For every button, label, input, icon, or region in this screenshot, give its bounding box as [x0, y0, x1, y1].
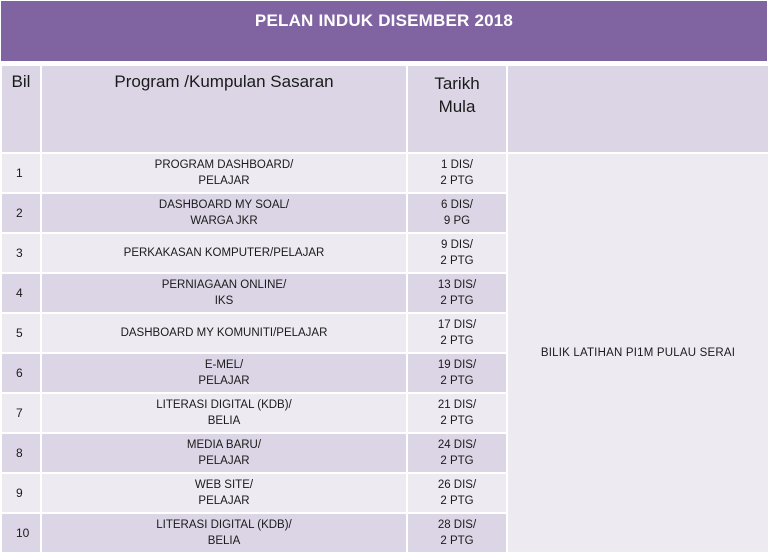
row-program: WEB SITE/PELAJAR: [40, 472, 408, 514]
header-row: Bil Program /Kumpulan Sasaran Tarikh Mul…: [0, 64, 768, 154]
table-row: 10 LITERASI DIGITAL (KDB)/ BELIA 28 DIS/2 P…: [0, 512, 768, 554]
row-bil: 2: [0, 192, 42, 234]
row-date: 24 DIS/2 PTG: [406, 432, 508, 474]
row-date: 6 DIS/9 PG: [406, 192, 508, 234]
row-date: 13 DIS/2 PTG: [406, 272, 508, 314]
row-program-line1: PERKAKASAN KOMPUTER/PELAJAR: [123, 247, 325, 259]
table-row: 2 DASHBOARD MY SOAL/WARGA JKR 6 DIS/9 PG: [0, 192, 768, 234]
row-date: 9 DIS/2 PTG: [406, 232, 508, 274]
table-row: 1 PROGRAM DASHBOARD/PELAJAR 1 DIS/2 PTG BIL…: [0, 152, 768, 554]
row-date-line2: 2 PTG: [440, 295, 474, 307]
page-title: PELAN INDUK DISEMBER 2018: [254, 11, 514, 30]
row-bil: 6: [0, 352, 42, 394]
header-date-line1: Tarikh: [434, 74, 480, 93]
row-date-line2: 2 PTG: [440, 415, 474, 427]
row-date-line2: 2 PTG: [440, 255, 474, 267]
row-date-line1: 13 DIS/: [437, 279, 477, 291]
row-bil: 4: [0, 272, 42, 314]
row-date-line2: 2 PTG: [440, 535, 474, 547]
row-program: PERKAKASAN KOMPUTER/PELAJAR: [40, 232, 408, 274]
header-bil: Bil: [0, 64, 42, 154]
location-cell: BILIK LATIHAN PI1M PULAU SERAI: [506, 152, 768, 554]
table-row: 6 E-MEL/PELAJAR 19 DIS/2 PTG: [0, 352, 768, 394]
row-program-line2: BELIA: [207, 415, 241, 427]
row-bil: 1: [0, 152, 42, 194]
row-program-line2: PELAJAR: [198, 455, 250, 467]
row-date-line2: 2 PTG: [440, 455, 474, 467]
row-program: MEDIA BARU/PELAJAR: [40, 432, 408, 474]
table-row: 4 PERNIAGAAN ONLINE/IKS 13 DIS/2 PTG: [0, 272, 768, 314]
row-program-line1: E-MEL/: [204, 359, 244, 371]
row-program-line2: PELAJAR: [198, 375, 250, 387]
row-date-line2: 2 PTG: [440, 495, 474, 507]
row-bil: 7: [0, 392, 42, 434]
row-program-line2: IKS: [214, 295, 234, 307]
row-program-line2: PELAJAR: [198, 495, 250, 507]
header-program: Program /Kumpulan Sasaran: [40, 64, 408, 154]
row-program: DASHBOARD MY SOAL/WARGA JKR: [40, 192, 408, 234]
row-date-line2: 9 PG: [443, 215, 471, 227]
row-date: 28 DIS/2 PTG: [406, 512, 508, 554]
row-program-line1: DASHBOARD MY SOAL/: [158, 199, 290, 211]
row-date: 17 DIS/2 PTG: [406, 312, 508, 354]
row-program-line1: LITERASI DIGITAL (KDB)/: [156, 399, 292, 411]
table-row: 7 LITERASI DIGITAL (KDB)/ BELIA 21 DIS/2 PT…: [0, 392, 768, 434]
row-program-line2: WARGA JKR: [190, 215, 258, 227]
row-date-line1: 19 DIS/: [437, 359, 477, 371]
row-date-line1: 26 DIS/: [437, 479, 477, 491]
row-program-line1: LITERASI DIGITAL (KDB)/: [156, 519, 292, 531]
row-date-line1: 24 DIS/: [437, 439, 477, 451]
row-date-line2: 2 PTG: [440, 175, 474, 187]
row-date-line1: 1 DIS/: [441, 159, 473, 171]
row-date-line2: 2 PTG: [440, 335, 474, 347]
row-program: DASHBOARD MY KOMUNITI/PELAJAR: [40, 312, 408, 354]
title-bar: PELAN INDUK DISEMBER 2018: [0, 0, 768, 62]
row-program-line1: PROGRAM DASHBOARD/: [154, 159, 294, 171]
row-date-line1: 28 DIS/: [437, 519, 477, 531]
row-date: 26 DIS/2 PTG: [406, 472, 508, 514]
row-bil: 3: [0, 232, 42, 274]
row-program-line1: WEB SITE/: [194, 479, 254, 491]
row-date-line1: 21 DIS/: [437, 399, 477, 411]
plan-table: Bil Program /Kumpulan Sasaran Tarikh Mul…: [0, 64, 768, 554]
row-date-line1: 17 DIS/: [437, 319, 477, 331]
row-program-line2: PELAJAR: [198, 175, 250, 187]
row-program: LITERASI DIGITAL (KDB)/ BELIA: [40, 512, 408, 554]
row-bil: 8: [0, 432, 42, 474]
row-date: 19 DIS/2 PTG: [406, 352, 508, 394]
row-date-line1: 9 DIS/: [441, 239, 473, 251]
row-program: PERNIAGAAN ONLINE/IKS: [40, 272, 408, 314]
row-program-line2: BELIA: [207, 535, 241, 547]
row-program: PROGRAM DASHBOARD/PELAJAR: [40, 152, 408, 194]
row-bil: 9: [0, 472, 42, 514]
header-location: [506, 64, 768, 154]
header-date: Tarikh Mula: [406, 64, 508, 154]
table-row: 5 DASHBOARD MY KOMUNITI/PELAJAR 17 DIS/2 P…: [0, 312, 768, 354]
row-date: 21 DIS/2 PTG: [406, 392, 508, 434]
row-program-line1: DASHBOARD MY KOMUNITI/PELAJAR: [120, 327, 328, 339]
table-row: 3 PERKAKASAN KOMPUTER/PELAJAR 9 DIS/2 PTG: [0, 232, 768, 274]
row-program-line1: MEDIA BARU/: [186, 439, 262, 451]
header-date-line2: Mula: [438, 97, 476, 116]
row-date-line1: 6 DIS/: [441, 199, 473, 211]
row-date: 1 DIS/2 PTG: [406, 152, 508, 194]
table-row: 9 WEB SITE/PELAJAR 26 DIS/2 PTG: [0, 472, 768, 514]
row-bil: 10: [0, 512, 42, 554]
row-program: LITERASI DIGITAL (KDB)/ BELIA: [40, 392, 408, 434]
row-program: E-MEL/PELAJAR: [40, 352, 408, 394]
row-program-line1: PERNIAGAAN ONLINE/: [161, 279, 287, 291]
table-row: 8 MEDIA BARU/PELAJAR 24 DIS/2 PTG: [0, 432, 768, 474]
row-date-line2: 2 PTG: [440, 375, 474, 387]
row-bil: 5: [0, 312, 42, 354]
